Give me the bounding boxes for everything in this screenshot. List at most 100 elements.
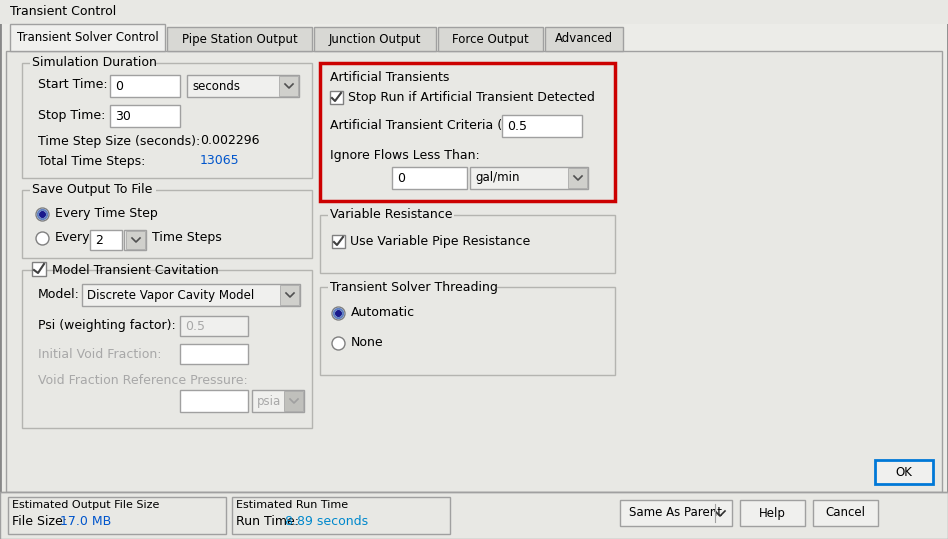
Bar (22, 270, 312, 428)
Bar (332, 235, 345, 248)
Text: Start Time:: Start Time: (38, 79, 108, 92)
Text: Artificial Transient Criteria (%):: Artificial Transient Criteria (%): (330, 119, 523, 132)
Text: Model:: Model: (38, 287, 80, 301)
Bar (180, 344, 248, 364)
Text: Simulation Duration: Simulation Duration (32, 57, 156, 70)
Bar (314, 27, 436, 51)
Text: Advanced: Advanced (555, 32, 613, 45)
Text: Estimated Output File Size: Estimated Output File Size (12, 500, 159, 510)
Text: Stop Time:: Stop Time: (38, 108, 105, 121)
Text: Total Time Steps:: Total Time Steps: (38, 155, 145, 168)
Bar (82, 284, 300, 306)
Bar (110, 105, 180, 127)
Bar (320, 63, 615, 201)
Bar (10, 24, 165, 51)
Bar (22, 63, 312, 178)
Text: Pipe Station Output: Pipe Station Output (182, 32, 298, 45)
Text: Use Variable Pipe Resistance: Use Variable Pipe Resistance (350, 234, 530, 247)
Text: Initial Void Fraction:: Initial Void Fraction: (38, 348, 161, 361)
Text: OK: OK (896, 466, 912, 479)
Text: Artificial Transients: Artificial Transients (330, 71, 449, 84)
Text: Transient Control: Transient Control (10, 5, 117, 18)
Bar (330, 91, 343, 104)
Bar (438, 27, 543, 51)
Bar (0, 0, 948, 24)
Circle shape (336, 310, 341, 316)
Bar (232, 497, 450, 534)
Text: Cancel: Cancel (826, 507, 866, 520)
Circle shape (36, 208, 49, 221)
Bar (280, 285, 299, 305)
Text: 8.89 seconds: 8.89 seconds (285, 515, 368, 528)
Text: Every Time Step: Every Time Step (55, 208, 157, 220)
Bar (22, 190, 312, 258)
Text: Discrete Vapor Cavity Model: Discrete Vapor Cavity Model (87, 288, 254, 301)
Text: gal/min: gal/min (475, 171, 520, 184)
Text: 0: 0 (397, 171, 405, 184)
Text: 0: 0 (115, 79, 123, 93)
Bar (813, 500, 878, 526)
Bar (328, 208, 454, 222)
Bar (502, 115, 582, 137)
Bar (180, 316, 248, 336)
Text: Time Step Size (seconds):: Time Step Size (seconds): (38, 135, 200, 148)
Text: Psi (weighting factor):: Psi (weighting factor): (38, 320, 175, 333)
Bar (187, 75, 299, 97)
Text: Model Transient Cavitation: Model Transient Cavitation (52, 264, 219, 277)
Text: Transient Solver Control: Transient Solver Control (17, 31, 158, 44)
Circle shape (332, 337, 345, 350)
Bar (30, 183, 155, 197)
Bar (392, 167, 467, 189)
Text: seconds: seconds (192, 79, 240, 93)
Bar (328, 280, 497, 294)
Text: File Size:: File Size: (12, 515, 67, 528)
Bar (568, 168, 587, 188)
Bar (126, 231, 145, 249)
Text: 0.5: 0.5 (507, 120, 527, 133)
Text: Stop Run if Artificial Transient Detected: Stop Run if Artificial Transient Detecte… (348, 91, 595, 103)
Text: Ignore Flows Less Than:: Ignore Flows Less Than: (330, 149, 480, 162)
Text: 13065: 13065 (200, 155, 240, 168)
Text: 0.5: 0.5 (185, 320, 205, 333)
Bar (320, 287, 615, 375)
Circle shape (332, 307, 345, 320)
Bar (0, 492, 948, 539)
Bar (740, 500, 805, 526)
Bar (545, 27, 623, 51)
Text: Void Fraction Reference Pressure:: Void Fraction Reference Pressure: (38, 374, 247, 386)
Circle shape (40, 212, 46, 217)
Text: Time Steps: Time Steps (152, 231, 222, 245)
Text: Same As Parent: Same As Parent (629, 507, 722, 520)
Text: 17.0 MB: 17.0 MB (60, 515, 111, 528)
Text: 0.002296: 0.002296 (200, 135, 260, 148)
Bar (90, 230, 122, 250)
Bar (284, 391, 303, 411)
Bar (875, 460, 933, 484)
Text: Variable Resistance: Variable Resistance (330, 209, 452, 222)
Bar (32, 262, 46, 276)
Bar (110, 75, 180, 97)
Text: Estimated Run Time: Estimated Run Time (236, 500, 348, 510)
Text: 2: 2 (95, 233, 103, 246)
Text: Junction Output: Junction Output (329, 32, 421, 45)
Bar (279, 76, 298, 96)
Text: Help: Help (759, 507, 786, 520)
Bar (252, 390, 304, 412)
Bar (620, 500, 732, 526)
Bar (8, 497, 226, 534)
Text: psia: psia (257, 395, 282, 407)
Text: Run Time:: Run Time: (236, 515, 299, 528)
Text: None: None (351, 336, 384, 349)
Text: Automatic: Automatic (351, 307, 415, 320)
Bar (320, 215, 615, 273)
Bar (470, 167, 588, 189)
Text: 30: 30 (115, 109, 131, 122)
Text: Transient Solver Threading: Transient Solver Threading (330, 280, 498, 294)
Circle shape (36, 232, 49, 245)
Bar (6, 51, 942, 492)
Bar (30, 56, 155, 70)
Text: Force Output: Force Output (452, 32, 529, 45)
Bar (124, 230, 146, 250)
Bar (167, 27, 312, 51)
Text: Save Output To File: Save Output To File (32, 183, 153, 197)
